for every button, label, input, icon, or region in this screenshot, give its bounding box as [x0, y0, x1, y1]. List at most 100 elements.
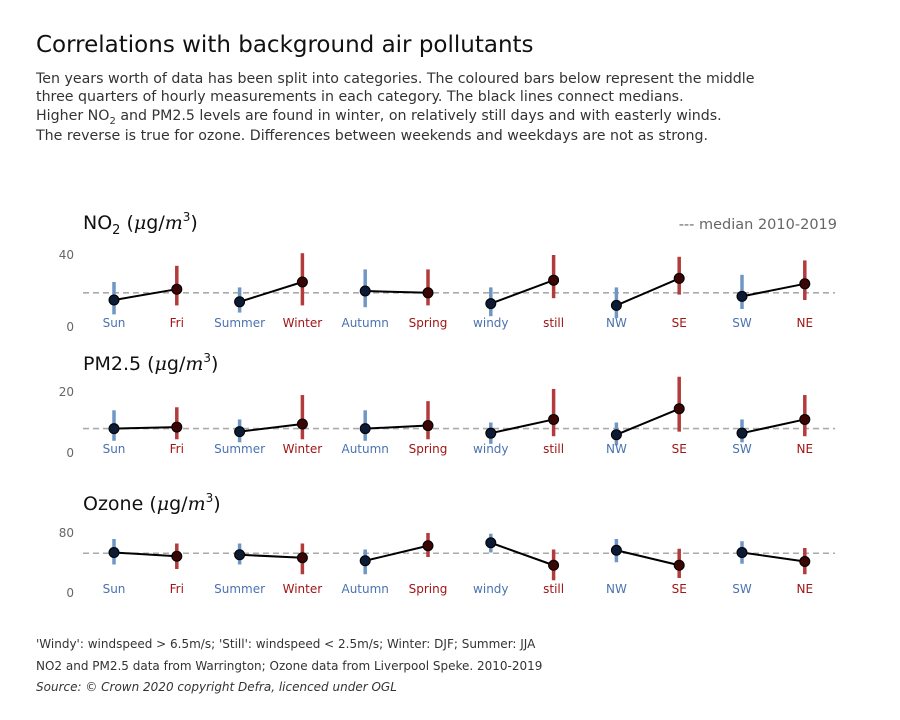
no2-title-paren-close: ) — [190, 212, 197, 234]
no2-title-name: NO — [83, 212, 112, 234]
no2-category-label: windy — [473, 316, 508, 330]
ozone-median-connector-nw-se — [616, 549, 680, 567]
pm25-median-point-still — [548, 413, 560, 425]
ozone-category-label: Sun — [103, 582, 126, 596]
intro-line-3: Higher NO2 and PM2.5 levels are found in… — [36, 107, 722, 131]
ozone-median-point-summer — [234, 549, 246, 561]
ozone-category-label: still — [543, 582, 564, 596]
ozone-median-point-ne — [799, 556, 811, 567]
ozone-category-label: windy — [473, 582, 508, 596]
no2-ytick-label: 40 — [59, 248, 74, 262]
pm25-median-connector-sun-fri — [113, 426, 177, 430]
ozone-title-paren-close: ) — [213, 493, 220, 515]
ozone-category-label: Winter — [283, 582, 323, 596]
median-legend-note: --- median 2010-2019 — [679, 217, 837, 233]
ozone-panel-title: Ozone (μg/m3) — [83, 491, 221, 515]
no2-title-m: m — [165, 212, 183, 234]
no2-category-label: Summer — [214, 316, 265, 330]
intro-line-4: The reverse is true for ozone. Differenc… — [36, 128, 708, 144]
ozone-median-point-sun — [108, 547, 120, 558]
no2-median-point-se — [673, 272, 685, 284]
no2-median-point-sun — [108, 294, 120, 306]
no2-category-label: Autumn — [341, 316, 388, 330]
no2-median-connector-autumn-spring — [365, 290, 429, 294]
footnote-data-sources: NO2 and PM2.5 data from Warrington; Ozon… — [36, 659, 543, 673]
pm25-title-m: m — [185, 353, 203, 375]
no2-panel-title: NO2 (μg/m3) — [83, 210, 198, 238]
pm25-title-superscript: 3 — [203, 351, 211, 365]
no2-title-superscript: 3 — [183, 210, 191, 224]
ozone-category-label: Spring — [409, 582, 448, 596]
no2-median-point-autumn — [359, 285, 371, 297]
pm25-median-point-winter — [296, 418, 308, 430]
pm25-median-connector-windy-still — [490, 418, 554, 435]
ozone-ytick-label: 0 — [66, 586, 74, 600]
no2-category-label: SE — [672, 316, 687, 330]
ozone-median-point-still — [548, 559, 560, 571]
no2-median-point-sw — [736, 290, 748, 302]
ozone-median-point-sw — [736, 547, 748, 558]
no2-median-point-summer — [234, 296, 246, 308]
intro-line-2: three quarters of hourly measurements in… — [36, 89, 684, 105]
pm25-category-label: SE — [672, 442, 687, 456]
no2-title-unit: g/ — [146, 212, 165, 234]
no2-category-label: NW — [606, 316, 627, 330]
no2-category-label: Sun — [103, 316, 126, 330]
no2-title-mu: μ — [134, 212, 146, 234]
pm25-category-label: Sun — [103, 442, 126, 456]
no2-median-point-spring — [422, 287, 434, 299]
pm25-median-connector-autumn-spring — [365, 424, 429, 430]
pm25-category-label: Fri — [170, 442, 184, 456]
ozone-median-point-winter — [296, 552, 308, 564]
ozone-median-point-fri — [171, 550, 183, 562]
source-credit: Source: © Crown 2020 copyright Defra, li… — [36, 680, 397, 694]
pm25-median-point-se — [673, 403, 685, 415]
pm25-panel-title: PM2.5 (μg/m3) — [83, 351, 218, 375]
pm25-ytick-label: 20 — [59, 385, 74, 399]
no2-median-point-ne — [799, 278, 811, 290]
pm25-title-unit: g/ — [167, 353, 186, 375]
pm25-title-paren-open: ( — [141, 353, 154, 375]
ozone-category-label: SW — [732, 582, 752, 596]
no2-category-label: Winter — [283, 316, 323, 330]
pm25-category-label: windy — [473, 442, 508, 456]
intro-line-3-subscript: 2 — [109, 115, 116, 127]
no2-median-point-winter — [296, 276, 308, 288]
ozone-median-connector-sun-fri — [113, 551, 177, 558]
pm25-median-connector-summer-winter — [239, 423, 303, 433]
ozone-median-point-se — [673, 559, 685, 571]
ozone-title-m: m — [188, 493, 206, 515]
pm25-category-label: NW — [606, 442, 627, 456]
pm25-category-label: Autumn — [341, 442, 388, 456]
ozone-category-label: NW — [606, 582, 627, 596]
pm25-median-point-summer — [234, 426, 246, 438]
no2-median-connector-nw-se — [616, 277, 680, 307]
no2-median-connector-sun-fri — [113, 288, 177, 301]
pm25-title-mu: μ — [155, 353, 167, 375]
ozone-median-point-autumn — [359, 555, 371, 567]
no2-median-connector-sw-ne — [741, 282, 805, 298]
pm25-median-connector-sw-ne — [741, 418, 806, 435]
no2-category-label: SW — [732, 316, 752, 330]
ozone-title-paren-open: ( — [143, 493, 156, 515]
no2-category-label: Spring — [409, 316, 448, 330]
ozone-median-connector-sw-ne — [741, 551, 805, 563]
ozone-median-point-nw — [610, 544, 622, 556]
intro-line-1: Ten years worth of data has been split i… — [36, 71, 755, 87]
ozone-median-point-windy — [485, 537, 497, 549]
ozone-category-label: Summer — [214, 582, 265, 596]
pm25-median-point-autumn — [359, 423, 371, 435]
ozone-title-superscript: 3 — [206, 491, 214, 505]
ozone-category-label: Autumn — [341, 582, 388, 596]
no2-median-connector-summer-winter — [239, 281, 303, 303]
pm25-median-connector-nw-se — [616, 407, 680, 436]
intro-line-3-start: Higher NO — [36, 108, 110, 124]
pm25-category-label: SW — [732, 442, 752, 456]
no2-median-point-fri — [171, 283, 183, 295]
ozone-category-label: NE — [797, 582, 814, 596]
ozone-title-mu: μ — [157, 493, 169, 515]
ozone-median-connector-autumn-spring — [364, 544, 429, 562]
pm25-category-label: Spring — [409, 442, 448, 456]
pm25-title-name: PM2.5 — [83, 353, 141, 375]
